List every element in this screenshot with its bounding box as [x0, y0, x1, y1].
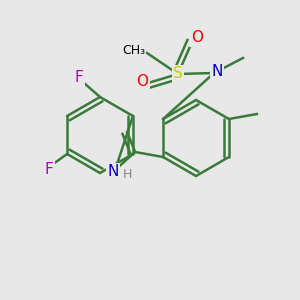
Text: H: H: [122, 167, 132, 181]
Text: F: F: [45, 161, 53, 176]
Text: N: N: [107, 164, 119, 179]
Text: O: O: [191, 31, 203, 46]
Text: S: S: [173, 67, 183, 82]
Text: CH₃: CH₃: [122, 44, 145, 56]
Text: F: F: [75, 70, 83, 86]
Text: N: N: [211, 64, 223, 79]
Text: O: O: [136, 74, 148, 88]
